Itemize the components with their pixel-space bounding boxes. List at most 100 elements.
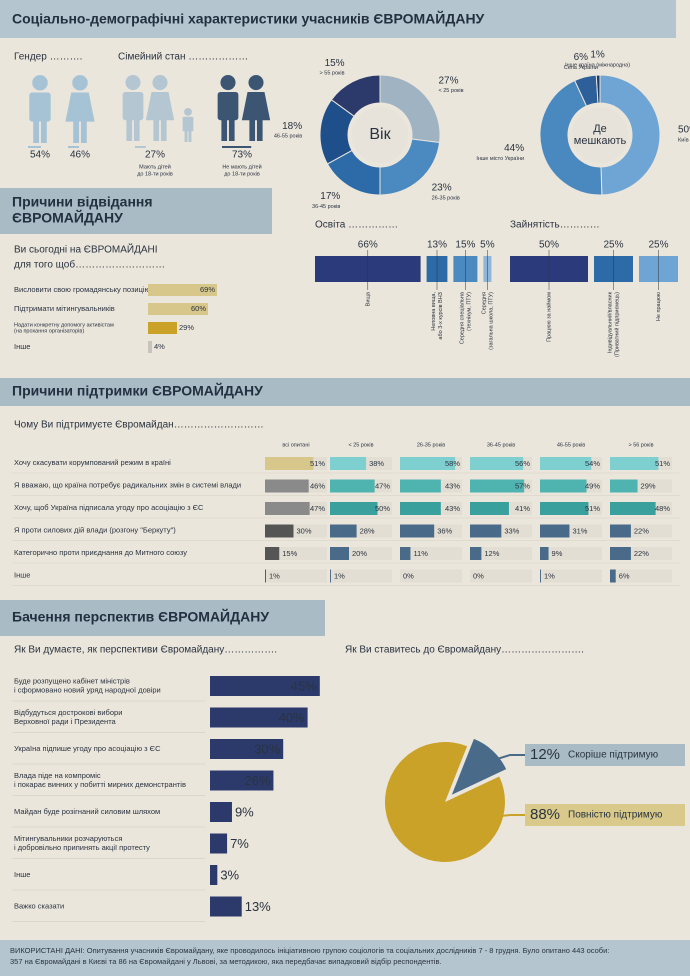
category-label: 36-45 років — [312, 204, 340, 210]
value-label: 17% — [320, 191, 340, 202]
cell-bg — [400, 569, 462, 583]
cell-bg — [470, 569, 532, 583]
value-label: 36% — [437, 526, 452, 535]
donut-slice — [539, 79, 603, 196]
category-label: Влада піде на компроміс — [14, 771, 101, 780]
category-label: < 25 років — [439, 88, 464, 94]
category-label: і сформовано новий уряд народної довіри — [14, 685, 161, 694]
icon — [248, 75, 264, 91]
value-label: 40% — [279, 710, 305, 725]
value-label: 51% — [310, 459, 325, 468]
value-label: 56% — [515, 459, 530, 468]
bar — [540, 479, 587, 493]
share-bar — [135, 146, 146, 148]
category-label: Інше країна (міжнародна) — [565, 62, 630, 68]
value-label: 50% — [539, 240, 559, 251]
value-label: 54% — [30, 150, 50, 161]
category-label: або 3-х курсів ВНЗ — [438, 291, 444, 339]
section-band — [0, 188, 272, 234]
category-label: (Приватний підприємець) — [613, 292, 620, 357]
page-title: Соціально-демографічні характеристики уч… — [12, 10, 485, 27]
value-label: 46% — [310, 481, 325, 490]
value-label: 0% — [473, 571, 484, 580]
value-label: 25% — [603, 240, 623, 251]
section-label: Зайнятість………… — [510, 220, 600, 231]
cell-bg — [610, 569, 672, 583]
column-header: < 25 років — [348, 442, 373, 448]
bar — [210, 739, 284, 759]
bar — [330, 502, 378, 515]
value-label: 30% — [297, 526, 312, 535]
bar — [470, 547, 482, 560]
caption: до 18-ти років — [137, 171, 173, 177]
value-label: 25% — [648, 240, 668, 251]
question: Ви сьогодні на ЄВРОМАЙДАНІ — [14, 243, 158, 256]
bar — [540, 569, 541, 583]
value-label: 18% — [282, 121, 302, 132]
category-label: Україна підпише угоду про асоціацію з ЄС — [14, 744, 161, 753]
cell-bg — [330, 569, 392, 583]
caption: до 18-ти років — [224, 171, 260, 177]
bar — [330, 457, 367, 470]
value-label: 48% — [655, 504, 670, 513]
category-label: (загальна школа, ПТУ) — [488, 292, 494, 350]
caption: Не мають дітей — [222, 163, 261, 170]
category-label: Підтримати мітингувальників — [14, 304, 115, 313]
bar — [210, 896, 242, 917]
bar — [470, 479, 525, 493]
category-label: (на прохання організаторів) — [14, 328, 84, 334]
value-label: 51% — [585, 504, 600, 513]
category-label: Майдан буде розігнаний силовим шляхом — [14, 807, 160, 816]
value-label: 73% — [232, 150, 252, 161]
cell-bg — [470, 547, 532, 560]
row-label: Інше — [14, 570, 30, 579]
value-label: 12% — [484, 549, 499, 558]
value-label: 0% — [403, 571, 414, 580]
bar — [148, 341, 152, 353]
leader — [489, 814, 525, 818]
bar — [148, 322, 177, 334]
value-label: 60% — [191, 304, 206, 313]
category-label: Села України — [564, 65, 598, 71]
section-band — [0, 600, 325, 636]
row-label: Хочу скасувати корумпований режим в краї… — [14, 458, 171, 467]
bar — [210, 833, 228, 854]
value-label: 47% — [310, 504, 325, 513]
category-label: Інше місто України — [476, 156, 524, 162]
question: Чому Ви підтримуєте Євромайдан……………………… — [14, 420, 264, 431]
value-label: 22% — [634, 526, 649, 535]
value-label: 7% — [230, 836, 249, 851]
value-label: 3% — [220, 867, 239, 882]
icon — [228, 118, 235, 141]
bar — [400, 502, 441, 515]
cell-bg — [540, 547, 602, 560]
bar — [330, 547, 349, 560]
value-label: 13% — [427, 240, 447, 251]
bar — [210, 770, 274, 791]
value-label: 43% — [445, 481, 460, 490]
value-label: 23% — [432, 183, 452, 194]
donut-center: Де — [593, 123, 607, 135]
value-label: 22% — [634, 549, 649, 558]
value-label: 38% — [369, 459, 384, 468]
value-label: 20% — [352, 549, 367, 558]
icon — [152, 75, 168, 91]
value-label: 30% — [254, 741, 280, 756]
question: Як Ви думаєте, як перспективи Євромайдан… — [14, 645, 277, 656]
icon — [184, 130, 188, 142]
icon — [188, 130, 192, 142]
donut-center: мешкають — [574, 135, 627, 147]
bar — [148, 284, 217, 296]
icon — [32, 75, 48, 91]
icon — [145, 91, 175, 121]
value-label: 29% — [641, 481, 656, 490]
icon — [126, 118, 133, 141]
icon — [133, 118, 140, 141]
category-label: 46-55 років — [274, 134, 302, 140]
value-label: 51% — [655, 459, 670, 468]
bar — [610, 524, 631, 538]
icon — [80, 119, 87, 143]
footer-band — [0, 940, 690, 976]
value-label: 29% — [179, 323, 194, 332]
icon — [256, 118, 263, 141]
